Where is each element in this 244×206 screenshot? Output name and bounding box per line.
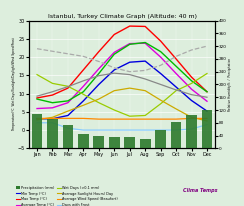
Text: Clima Temps: Clima Temps (183, 188, 217, 193)
Bar (31, 114, 42, 148)
Bar (47, 119, 58, 148)
Bar (202, 110, 212, 148)
Bar (78, 134, 89, 148)
Y-axis label: Relative Humidity%  /  Precipitation: Relative Humidity% / Precipitation (228, 58, 232, 111)
Y-axis label: Temperature/°C  Wet Days/Sunlight/Daylight/Wind Speed/Frost: Temperature/°C Wet Days/Sunlight/Dayligh… (12, 37, 17, 131)
Bar (124, 137, 135, 148)
Bar (155, 130, 166, 148)
Bar (109, 137, 120, 148)
Bar (186, 115, 197, 148)
Bar (171, 122, 182, 148)
Legend: Precipitation (mm), Min Temp (°C), Max Temp (°C), Average Temp (°C), Sea Temp (°: Precipitation (mm), Min Temp (°C), Max T… (16, 186, 117, 206)
Title: Istanbul, Turkey Climate Graph (Altitude: 40 m): Istanbul, Turkey Climate Graph (Altitude… (48, 14, 196, 19)
Bar (62, 125, 73, 148)
Bar (140, 139, 151, 148)
Bar (93, 136, 104, 148)
